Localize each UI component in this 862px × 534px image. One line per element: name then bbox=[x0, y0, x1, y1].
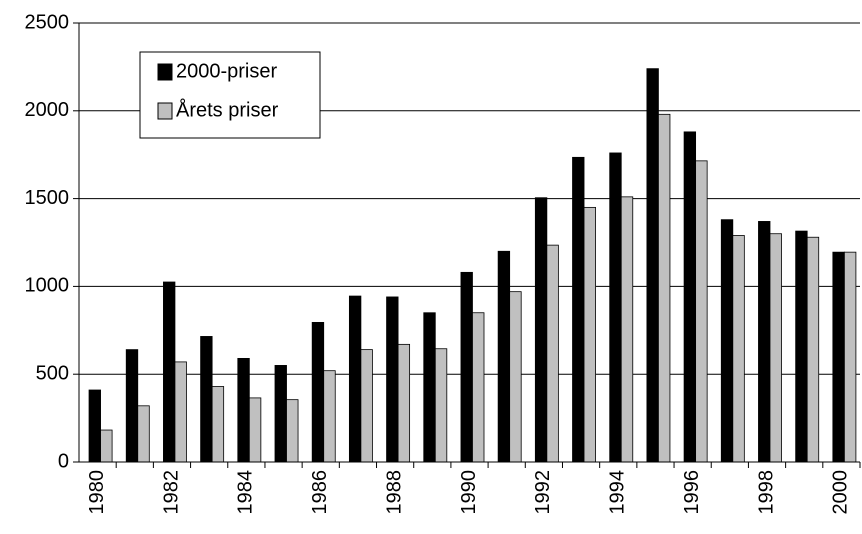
y-tick-label: 1500 bbox=[25, 187, 70, 209]
y-tick-label: 500 bbox=[36, 362, 69, 384]
legend-swatch bbox=[157, 63, 173, 81]
bar bbox=[460, 271, 473, 463]
x-tick-label: 1988 bbox=[383, 470, 405, 515]
x-tick-label: 1994 bbox=[607, 470, 629, 515]
bar bbox=[323, 370, 336, 463]
bar bbox=[843, 251, 857, 463]
bar bbox=[806, 236, 820, 463]
bar bbox=[534, 197, 548, 463]
bar bbox=[163, 281, 176, 463]
bar bbox=[646, 68, 659, 463]
bar bbox=[609, 152, 622, 463]
bar bbox=[832, 251, 845, 463]
y-tick-label: 2000 bbox=[25, 99, 70, 121]
legend-label: 2000-priser bbox=[176, 60, 278, 82]
bar bbox=[100, 429, 113, 463]
legend-label: Årets priser bbox=[176, 98, 279, 121]
bar bbox=[472, 312, 485, 463]
bar bbox=[546, 244, 559, 463]
x-tick-label: 1986 bbox=[309, 470, 331, 515]
bar bbox=[200, 336, 213, 463]
bar bbox=[509, 291, 522, 463]
bar bbox=[348, 295, 362, 463]
bar bbox=[583, 206, 596, 463]
bar bbox=[360, 349, 373, 463]
bar bbox=[758, 221, 771, 463]
bar bbox=[397, 343, 411, 463]
bar bbox=[434, 348, 448, 463]
bar bbox=[137, 405, 150, 463]
bar bbox=[286, 399, 299, 463]
bar bbox=[497, 250, 511, 463]
bar bbox=[683, 131, 697, 463]
x-tick-label: 2000 bbox=[830, 470, 852, 515]
bar bbox=[720, 219, 734, 463]
x-tick-label: 1980 bbox=[86, 470, 108, 515]
bar bbox=[620, 196, 634, 463]
x-tick-label: 1982 bbox=[160, 470, 182, 515]
bar bbox=[769, 233, 782, 463]
x-tick-label: 1990 bbox=[458, 470, 480, 515]
bar bbox=[248, 397, 262, 463]
bar bbox=[795, 230, 808, 463]
bar bbox=[211, 386, 225, 463]
bar bbox=[274, 365, 287, 463]
y-tick-label: 2500 bbox=[25, 11, 70, 33]
bar bbox=[386, 296, 399, 463]
bar bbox=[695, 160, 708, 463]
legend-swatch bbox=[157, 102, 173, 120]
legend-box bbox=[139, 51, 321, 139]
bar bbox=[125, 349, 139, 463]
x-tick-label: 1992 bbox=[532, 470, 554, 515]
bar bbox=[311, 321, 325, 463]
bar bbox=[658, 113, 671, 463]
bar bbox=[423, 312, 436, 463]
bar bbox=[237, 357, 250, 463]
bar bbox=[572, 156, 585, 463]
x-tick-label: 1998 bbox=[755, 470, 777, 515]
y-tick-label: 1000 bbox=[25, 275, 70, 297]
y-tick-label: 0 bbox=[58, 450, 69, 472]
bar bbox=[732, 235, 745, 463]
x-tick-label: 1996 bbox=[681, 470, 703, 515]
bar bbox=[174, 361, 187, 463]
x-tick-label: 1984 bbox=[235, 470, 257, 515]
bar bbox=[88, 389, 101, 463]
